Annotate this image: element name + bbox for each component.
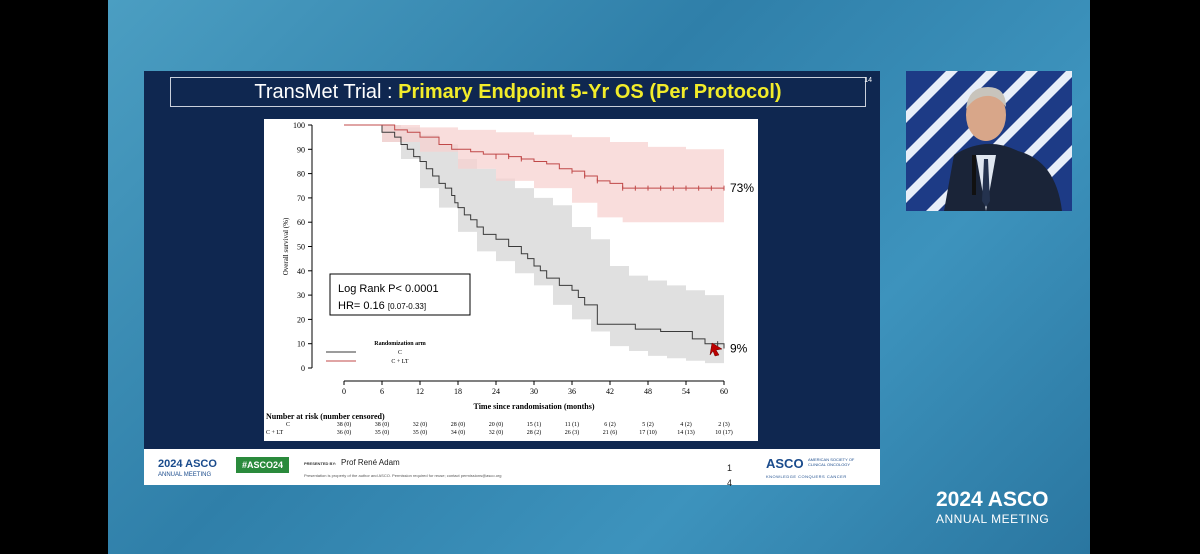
y-tick-label: 100 [293, 121, 305, 130]
asco-logo-tagline: KNOWLEDGE CONQUERS CANCER [766, 474, 847, 479]
footer-presenter: Prof René Adam [341, 458, 400, 467]
branding-year-asco: 2024 ASCO [936, 488, 1049, 511]
speaker-image [906, 71, 1072, 211]
x-tick-label: 24 [492, 387, 500, 396]
presentation-slide: TransMet Trial : Primary Endpoint 5-Yr O… [144, 71, 880, 488]
stats-log-rank: Log Rank P< 0.0001 [338, 283, 439, 295]
legend-label-1: C + LT [391, 359, 409, 365]
at-risk-value: 28 (2) [527, 429, 542, 436]
at-risk-value: 11 (1) [565, 421, 579, 428]
cursor-icon [709, 342, 723, 357]
branding-annual-meeting: ANNUAL MEETING [936, 512, 1050, 526]
speaker-tie [982, 159, 990, 207]
y-tick-label: 30 [297, 291, 305, 300]
footer-meeting-year: 2024 ASCO [158, 458, 217, 470]
at-risk-value: 15 (1) [527, 421, 542, 428]
asco-logo-subtitle: AMERICAN SOCIETY OF CLINICAL ONCOLOGY [808, 457, 855, 467]
at-risk-value: 6 (2) [604, 421, 616, 428]
end-label-1: 73% [730, 181, 754, 195]
slide-number: 14 [864, 77, 872, 84]
at-risk-value: 21 (6) [603, 429, 618, 436]
end-label-0: 9% [730, 342, 748, 356]
at-risk-value: 35 (0) [413, 429, 428, 436]
slide-title: TransMet Trial : Primary Endpoint 5-Yr O… [170, 77, 866, 107]
asco-logo: ASCO [766, 456, 804, 471]
y-tick-label: 90 [297, 145, 305, 154]
at-risk-value: 17 (10) [639, 429, 657, 436]
at-risk-value: 2 (3) [718, 421, 730, 428]
km-chart-panel: 0 10 20 30 40 50 60 70 80 90 100 0 6 12 18 24 30 36 42 48 54… [264, 119, 758, 441]
x-tick-label: 42 [606, 387, 614, 396]
x-tick-label: 12 [416, 387, 424, 396]
at-risk-value: 35 (0) [375, 429, 390, 436]
y-tick-label: 60 [297, 218, 305, 227]
at-risk-value: 14 (13) [677, 429, 695, 436]
at-risk-arm: C + LT [266, 430, 284, 436]
speaker-suit [944, 143, 1062, 211]
stats-hazard-ratio: HR= 0.16 [0.07-0.33] [338, 300, 426, 312]
x-tick-label: 30 [530, 387, 538, 396]
at-risk-value: 28 (0) [451, 421, 466, 428]
at-risk-value: 32 (0) [489, 429, 504, 436]
y-tick-label: 20 [297, 315, 305, 324]
x-tick-label: 36 [568, 387, 576, 396]
footer-page-number: 1 4 [727, 461, 735, 491]
at-risk-value: 34 (0) [451, 429, 466, 436]
legend-label-0: C [398, 350, 402, 356]
slide-title-highlight: Primary Endpoint 5-Yr OS (Per Protocol) [398, 81, 782, 103]
at-risk-value: 20 (0) [489, 421, 504, 428]
at-risk-value: 38 (0) [337, 421, 352, 428]
at-risk-value: 26 (3) [565, 429, 580, 436]
stats-box [329, 273, 471, 316]
footer-meeting-name: ANNUAL MEETING [158, 472, 212, 478]
x-tick-label: 6 [380, 387, 384, 396]
legend-title: Randomization arm [374, 341, 426, 347]
at-risk-value: 32 (0) [413, 421, 428, 428]
slide-title-prefix: TransMet Trial : [254, 81, 399, 103]
footer-presented-by-label: PRESENTED BY: [304, 461, 337, 466]
speaker-face [966, 89, 1006, 141]
y-axis-label: Overall survival (%) [282, 217, 290, 275]
at-risk-value: 4 (2) [680, 421, 692, 428]
y-tick-label: 70 [297, 194, 305, 203]
y-tick-label: 80 [297, 170, 305, 179]
footer-page-digit-1: 1 [727, 463, 733, 473]
footer-property-note: Presentation is property of the author a… [304, 473, 502, 478]
y-tick-label: 0 [301, 364, 305, 373]
x-tick-label: 60 [720, 387, 728, 396]
x-tick-label: 54 [682, 387, 690, 396]
meeting-branding: 2024 ASCO ANNUAL MEETING [936, 488, 1049, 526]
y-tick-label: 10 [297, 340, 305, 349]
y-tick-label: 50 [297, 243, 305, 252]
footer-page-digit-2: 4 [727, 478, 733, 488]
footer-hashtag: #ASCO24 [236, 457, 290, 473]
ci-band-0 [344, 125, 724, 366]
slide-footer: 2024 ASCO ANNUAL MEETING #ASCO24 PRESENT… [144, 449, 880, 488]
y-tick-label: 40 [297, 267, 305, 276]
stats-hr-ci: [0.07-0.33] [388, 302, 426, 311]
x-tick-label: 18 [454, 387, 462, 396]
at-risk-value: 36 (0) [337, 429, 352, 436]
microphone-icon [972, 155, 976, 195]
at-risk-value: 38 (0) [375, 421, 390, 428]
km-chart: 0 10 20 30 40 50 60 70 80 90 100 0 6 12 18 24 30 36 42 48 54… [266, 121, 754, 436]
x-tick-label: 48 [644, 387, 652, 396]
km-line-0 [344, 124, 725, 349]
speaker-video [906, 71, 1072, 211]
speaker-hair [966, 87, 1006, 109]
x-axis-label: Time since randomisation (months) [474, 402, 595, 411]
at-risk-value: 10 (17) [715, 429, 733, 436]
x-tick-label: 0 [342, 387, 346, 396]
at-risk-value: 5 (2) [642, 421, 654, 428]
video-stage: TransMet Trial : Primary Endpoint 5-Yr O… [108, 0, 1090, 554]
ci-band-1 [344, 125, 724, 223]
at-risk-title: Number at risk (number censored) [266, 412, 385, 421]
at-risk-arm: C [286, 422, 290, 428]
